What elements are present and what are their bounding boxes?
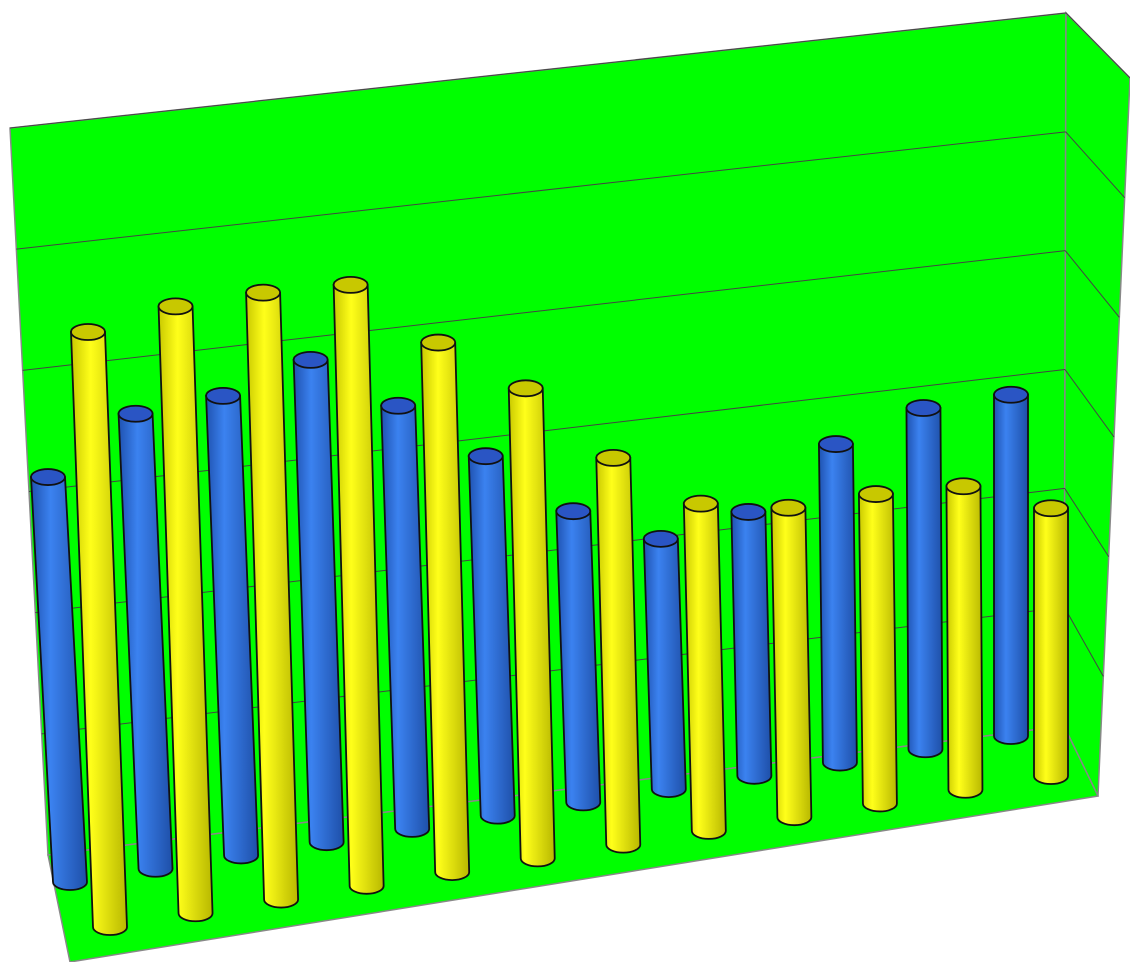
- bar-s0-7: [555, 502, 602, 812]
- cylinder-top: [993, 385, 1029, 404]
- cylinder-top: [905, 399, 942, 417]
- cylinder-body: [905, 407, 944, 759]
- bar-s1-6: [507, 379, 556, 868]
- cylinder-body: [857, 493, 898, 813]
- cylinder-top: [205, 387, 241, 405]
- cylinder-top: [1033, 499, 1069, 518]
- cylinder-body: [380, 404, 431, 838]
- grid-line-side: [1063, 606, 1104, 677]
- cylinder-body: [30, 476, 88, 891]
- cylinder-top: [157, 297, 194, 316]
- bar-s1-7: [595, 448, 642, 854]
- bar-s0-4: [292, 350, 345, 852]
- floor: [47, 725, 1100, 962]
- grid-line-side: [1064, 488, 1110, 557]
- cylinder-body: [770, 506, 813, 827]
- cylinder-body: [332, 283, 385, 895]
- bar-s0-11: [905, 399, 944, 759]
- cylinder-body: [205, 395, 259, 865]
- cylinder-body: [245, 291, 299, 909]
- cylinder-top: [380, 396, 417, 415]
- grid-lines: [9, 12, 1130, 735]
- bar-s1-2: [157, 297, 214, 923]
- cylinder-body: [682, 502, 727, 840]
- cylinder-body: [642, 537, 687, 798]
- cylinder-top: [555, 502, 592, 521]
- grid-line-side: [1064, 369, 1115, 438]
- cylinder-top: [30, 468, 66, 486]
- cylinder-body: [993, 393, 1029, 745]
- bar-s0-10: [817, 435, 858, 772]
- grid-line: [16, 131, 1066, 250]
- cylinder-body: [555, 510, 602, 812]
- bar-s1-10: [857, 485, 898, 813]
- grid-line-side: [1065, 12, 1130, 79]
- cylinder-top: [332, 275, 369, 294]
- cylinder-body: [1033, 507, 1069, 785]
- cylinder-top: [858, 485, 894, 503]
- bar-s0-8: [642, 529, 687, 798]
- cylinder-top: [642, 529, 679, 548]
- cylinder-body: [730, 511, 773, 785]
- bar-s1-4: [332, 275, 385, 895]
- bar-s1-12: [1033, 499, 1069, 785]
- grid-line-side: [1064, 250, 1120, 318]
- cylinder-body: [292, 358, 345, 852]
- bar-s0-5: [380, 396, 431, 838]
- bar-s1-8: [682, 494, 727, 840]
- bar-s1-11: [945, 477, 984, 799]
- bar-s0-9: [730, 503, 773, 785]
- cylinder-body: [595, 456, 642, 854]
- bar-s1-3: [245, 283, 299, 909]
- cylinder-top: [507, 379, 544, 398]
- cylinder-top: [945, 477, 982, 496]
- bar-series-group: [30, 275, 1069, 936]
- bar-s1-1: [70, 323, 128, 936]
- grid-line: [22, 250, 1066, 371]
- cylinder-body: [945, 485, 984, 799]
- cylinder-body: [420, 341, 471, 881]
- cylinder-body: [70, 331, 128, 936]
- cylinder-top: [70, 323, 106, 341]
- cylinder-body: [157, 305, 214, 923]
- cylinder-top: [245, 283, 281, 302]
- side-wall: [1063, 11, 1130, 797]
- cylinder-top: [595, 448, 632, 467]
- bar-s0-1: [30, 468, 88, 891]
- grid-line-side: [1065, 131, 1126, 199]
- bar-s0-2: [117, 404, 174, 878]
- cylinder-top: [682, 494, 719, 513]
- cylinder-top: [292, 350, 329, 369]
- cylinder-top: [818, 435, 854, 453]
- cylinder-body: [467, 455, 516, 825]
- cylinder-top: [770, 498, 807, 517]
- bar-s0-12: [993, 385, 1029, 745]
- bar-s1-9: [770, 498, 813, 827]
- bar-s1-5: [420, 333, 471, 881]
- grid-line: [28, 369, 1066, 492]
- bar-s0-3: [205, 387, 259, 865]
- cylinder-top: [467, 447, 504, 466]
- cylinder-top: [420, 333, 457, 352]
- cylinder-top: [117, 404, 154, 423]
- cylinder-body: [817, 443, 858, 772]
- cylinder-top: [730, 503, 767, 521]
- grid-line: [9, 12, 1067, 129]
- bar-s0-6: [467, 447, 516, 825]
- cylinder-body: [507, 387, 556, 868]
- cylinder-body: [117, 412, 174, 878]
